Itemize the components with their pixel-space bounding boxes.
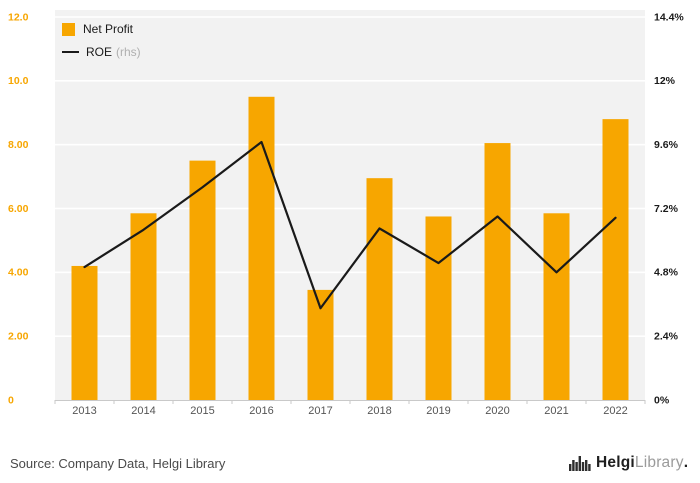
x-axis-label: 2022 <box>603 405 627 417</box>
x-axis-label: 2015 <box>190 405 214 417</box>
right-axis-label: 14.4% <box>654 11 684 23</box>
left-axis-label: 4.00 <box>8 267 29 279</box>
left-axis-label: 2.00 <box>8 330 29 342</box>
x-axis-label: 2017 <box>308 405 332 417</box>
net-profit-bar-2014 <box>130 213 157 400</box>
source-text: Source: Company Data, Helgi Library <box>10 456 226 471</box>
x-axis-label: 2020 <box>485 405 509 417</box>
footer: Source: Company Data, Helgi Library Helg… <box>0 447 700 483</box>
x-axis-label: 2013 <box>72 405 96 417</box>
logo-text-helgi: Helgi <box>596 454 635 471</box>
x-axis-label: 2014 <box>131 405 155 417</box>
roe-line-swatch-icon <box>62 51 79 53</box>
roe-line <box>83 140 617 310</box>
right-axis-label: 2.4% <box>654 330 679 342</box>
left-axis-label: 12.0 <box>8 11 29 23</box>
left-axis-label: 10.0 <box>8 75 29 87</box>
left-axis-label: 8.00 <box>8 139 29 151</box>
legend-label-net-profit: Net Profit <box>83 22 134 36</box>
net-profit-bar-2019 <box>425 216 452 400</box>
legend-item-roe: ROE (rhs) <box>62 45 141 59</box>
legend-item-net-profit: Net Profit <box>62 22 141 36</box>
right-axis-label: 0% <box>654 394 670 406</box>
net-profit-bar-2018 <box>366 178 393 400</box>
helgi-library-logo: Helgi Library. <box>569 454 688 472</box>
net-profit-bar-2021 <box>543 213 570 400</box>
bar-chart-logo-icon <box>569 456 591 471</box>
x-axis-label: 2018 <box>367 405 391 417</box>
x-axis-label: 2016 <box>249 405 273 417</box>
net-profit-roe-chart: 0 0% 2.00 2.4% 4.00 4.8% 6.00 7.2% 8.00 9.6% 10.0 1… <box>8 10 684 417</box>
net-profit-bar-2022 <box>602 119 629 400</box>
net-profit-bar-2013 <box>71 265 98 400</box>
legend-label-roe-rhs: (rhs) <box>116 45 141 59</box>
logo-text-library: Library <box>634 454 684 471</box>
net-profit-bar-2015 <box>189 160 216 400</box>
right-axis-label: 12% <box>654 75 676 87</box>
right-axis-label: 9.6% <box>654 139 679 151</box>
x-axis-label: 2021 <box>544 405 568 417</box>
left-axis-label: 0 <box>8 394 14 406</box>
legend-label-roe: ROE <box>86 45 113 59</box>
right-axis-label: 7.2% <box>654 203 679 215</box>
net-profit-swatch-icon <box>62 22 75 36</box>
net-profit-bar-2020 <box>484 143 511 400</box>
logo-text-dot: . <box>683 454 688 471</box>
x-axis-label: 2019 <box>426 405 450 417</box>
chart-legend: Net Profit ROE (rhs) <box>62 22 141 59</box>
left-axis-label: 6.00 <box>8 203 29 215</box>
right-axis-label: 4.8% <box>654 267 679 279</box>
